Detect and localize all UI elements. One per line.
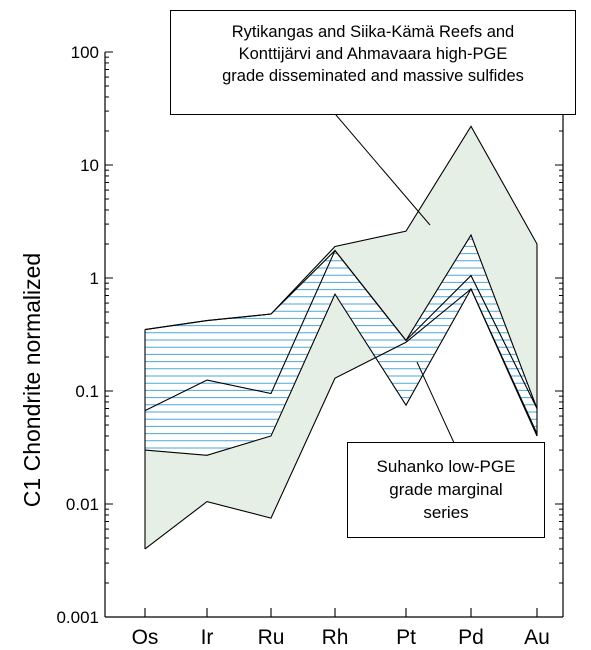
series-line-low-upper	[144, 233, 538, 409]
annotation-line: Suhanko low-PGE	[376, 457, 516, 476]
leader-line-low-pge	[416, 361, 456, 446]
annotation-low-pge: Suhanko low-PGE grade marginal series	[347, 442, 545, 538]
y-tick-label: 1	[90, 269, 99, 288]
annotation-line: series	[423, 503, 469, 522]
leader-line-high-pge	[329, 107, 431, 226]
annotation-line: grade disseminated and massive sulfides	[222, 67, 524, 85]
y-tick-label: 100	[71, 43, 99, 62]
y-axis-label: C1 Chondrite normalized	[19, 253, 45, 507]
y-tick-label: 10	[80, 156, 99, 175]
x-tick-label: Au	[524, 626, 550, 649]
series-line-low-lower	[144, 287, 538, 456]
y-tick-label: 0.001	[56, 608, 99, 627]
x-tick-label: Ru	[258, 626, 285, 649]
y-tick-label: 0.1	[75, 382, 99, 401]
x-tick-label: Pt	[396, 626, 416, 649]
x-tick-label: Ir	[201, 626, 214, 649]
x-tick-label: Os	[132, 626, 159, 649]
y-tick-label: 0.01	[66, 495, 99, 514]
x-tick-label: Pd	[458, 626, 484, 649]
annotation-line: Rytikangas and Siika-Kämä Reefs and	[231, 23, 515, 41]
annotation-high-pge: Rytikangas and Siika-Kämä Reefs and Kont…	[170, 10, 576, 115]
annotation-line: grade marginal	[389, 480, 503, 499]
annotation-line: Konttijärvi and Ahmavaara high-PGE	[238, 45, 508, 63]
x-tick-label: Rh	[322, 626, 349, 649]
